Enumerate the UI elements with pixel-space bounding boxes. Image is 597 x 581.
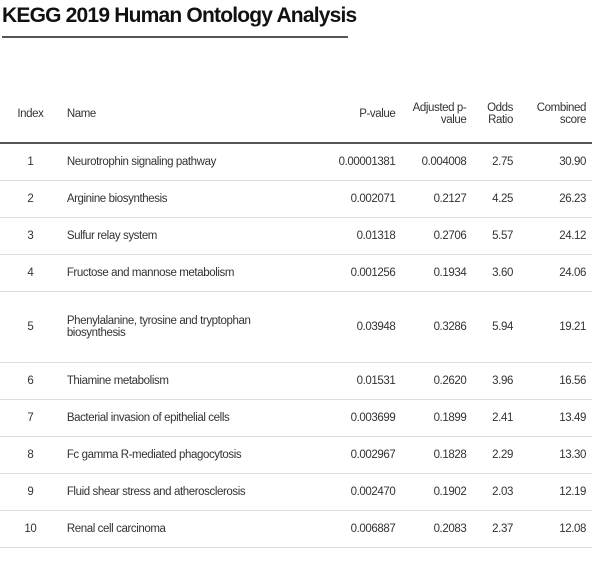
value-cell: 6 [0,362,61,400]
value-cell: 12.08 [518,510,592,548]
value-cell: 0.1934 [401,254,473,292]
value-cell: 0.00001381 [316,143,402,181]
name-cell: Bacterial invasion of epithelial cells [60,399,317,437]
value-cell: 24.06 [518,254,592,292]
name-cell: Fructose and mannose metabolism [60,254,317,292]
value-cell: 0.3286 [401,291,473,363]
value-cell: 0.01318 [316,217,402,255]
table-row: 1 Neurotrophin signaling pathway 0.0000138… [0,143,592,181]
name-cell: Neurotrophin signaling pathway [60,143,317,181]
value-cell: 30.90 [518,143,592,181]
table-row: 7 Bacterial invasion of epithelial cells 0… [0,399,592,437]
name-cell: Renal cell carcinoma [60,510,317,548]
value-cell: 2 [0,180,61,218]
value-cell: 3.60 [472,254,519,292]
column-header: Combined score [518,86,592,144]
value-cell: 13.30 [518,436,592,474]
name-text: Phenylalanine, tyrosine and tryptophan b… [66,315,251,339]
value-cell: 0.2083 [401,510,473,548]
value-cell: 10 [0,510,61,548]
value-cell: 0.01531 [316,362,402,400]
column-header: Index [0,86,61,144]
value-cell: 0.2706 [401,217,473,255]
table-row: 2 Arginine biosynthesis 0.002071 0.2127 4.25… [0,180,592,218]
table-row: 6 Thiamine metabolism 0.01531 0.2620 3.96 16.… [0,362,592,400]
value-cell: 12.19 [518,473,592,511]
value-cell: 24.12 [518,217,592,255]
value-cell: 2.37 [472,510,519,548]
value-cell: 5 [0,291,61,363]
name-text: Arginine biosynthesis [66,193,168,205]
value-cell: 13.49 [518,399,592,437]
table-row: 8 Fc gamma R-mediated phagocytosis 0.00296… [0,436,592,474]
value-cell: 7 [0,399,61,437]
table-row: 5 Phenylalanine, tyrosine and tryptophan … [0,291,592,363]
value-cell: 4 [0,254,61,292]
value-cell: 0.003699 [316,399,402,437]
name-cell: Sulfur relay system [60,217,317,255]
name-text: Neurotrophin signaling pathway [66,156,217,168]
name-cell: Arginine biosynthesis [60,180,317,218]
table-row: 9 Fluid shear stress and atherosclerosis 0… [0,473,592,511]
value-cell: 0.004008 [401,143,473,181]
value-cell: 16.56 [518,362,592,400]
name-text: Fc gamma R-mediated phagocytosis [66,449,242,461]
table-row: 4 Fructose and mannose metabolism 0.001256… [0,254,592,292]
value-cell: 9 [0,473,61,511]
name-text: Renal cell carcinoma [66,523,166,535]
value-cell: 8 [0,436,61,474]
value-cell: 0.002470 [316,473,402,511]
name-text: Bacterial invasion of epithelial cells [66,412,230,424]
value-cell: 26.23 [518,180,592,218]
name-cell: Fc gamma R-mediated phagocytosis [60,436,317,474]
table-body: 1 Neurotrophin signaling pathway 0.0000138… [0,143,592,548]
name-cell: Thiamine metabolism [60,362,317,400]
value-cell: 0.006887 [316,510,402,548]
name-text: Thiamine metabolism [66,375,169,387]
value-cell: 0.2620 [401,362,473,400]
table-row: 10 Renal cell carcinoma 0.006887 0.2083 2.37… [0,510,592,548]
name-cell: Fluid shear stress and atherosclerosis [60,473,317,511]
value-cell: 0.1828 [401,436,473,474]
value-cell: 0.2127 [401,180,473,218]
value-cell: 0.002071 [316,180,402,218]
column-header: Name [60,86,317,144]
results-table: Index Name P-value Adjusted p-value Odds Rat… [0,86,592,548]
value-cell: 0.1899 [401,399,473,437]
name-cell: Phenylalanine, tyrosine and tryptophan b… [60,291,317,363]
value-cell: 1 [0,143,61,181]
value-cell: 5.57 [472,217,519,255]
value-cell: 3.96 [472,362,519,400]
value-cell: 4.25 [472,180,519,218]
page-title: KEGG 2019 Human Ontology Analysis [2,4,357,38]
column-header: Odds Ratio [472,86,519,144]
value-cell: 2.29 [472,436,519,474]
value-cell: 2.41 [472,399,519,437]
value-cell: 2.03 [472,473,519,511]
column-header: Adjusted p-value [401,86,473,144]
value-cell: 2.75 [472,143,519,181]
value-cell: 0.001256 [316,254,402,292]
name-text: Fructose and mannose metabolism [66,267,235,279]
value-cell: 3 [0,217,61,255]
value-cell: 19.21 [518,291,592,363]
value-cell: 0.1902 [401,473,473,511]
column-header: P-value [316,86,402,144]
value-cell: 0.002967 [316,436,402,474]
name-text: Sulfur relay system [66,230,158,242]
table-row: 3 Sulfur relay system 0.01318 0.2706 5.57 24.… [0,217,592,255]
value-cell: 5.94 [472,291,519,363]
header-row: Index Name P-value Adjusted p-value Odds Rat… [0,86,592,144]
name-text: Fluid shear stress and atherosclerosis [66,486,246,498]
value-cell: 0.03948 [316,291,402,363]
